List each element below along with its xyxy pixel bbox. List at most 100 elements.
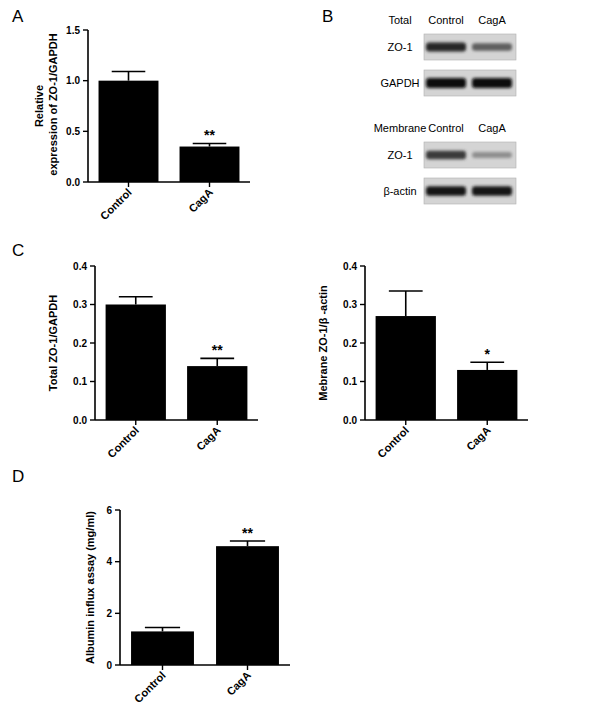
error-line bbox=[405, 291, 407, 316]
y-axis bbox=[87, 30, 89, 182]
blot-section-title: Membrane bbox=[374, 122, 427, 134]
blot-row-label: β-actin bbox=[383, 185, 416, 197]
x-tick-label: Control bbox=[105, 424, 141, 460]
y-tick bbox=[360, 342, 365, 343]
y-tick bbox=[360, 419, 365, 420]
blot-section-title: Total bbox=[388, 14, 411, 26]
significance: ** bbox=[242, 525, 253, 541]
blot-column-label: Control bbox=[428, 122, 463, 134]
panel-label: C bbox=[12, 241, 24, 260]
y-tick-label: 0 bbox=[106, 660, 112, 671]
error-bar bbox=[145, 628, 180, 632]
y-tick-label: 2 bbox=[106, 608, 112, 619]
y-tick-label: 0.4 bbox=[73, 261, 87, 272]
bar bbox=[99, 81, 159, 182]
bar-chart: *0.00.10.20.30.4ControlCagAMebrane ZO-1/… bbox=[317, 261, 528, 461]
blot-band bbox=[472, 186, 512, 196]
y-tick-label: 0.2 bbox=[73, 338, 87, 349]
bar bbox=[131, 631, 194, 665]
y-tick bbox=[90, 265, 95, 266]
error-line bbox=[486, 362, 488, 370]
significance: ** bbox=[212, 342, 223, 358]
x-tick bbox=[209, 182, 210, 187]
error-line bbox=[216, 358, 218, 366]
blot-row-label: ZO-1 bbox=[387, 149, 412, 161]
bar bbox=[216, 546, 279, 665]
error-bar bbox=[200, 358, 234, 366]
error-bar bbox=[119, 297, 153, 305]
bar bbox=[106, 305, 166, 421]
y-tick-label: 1.5 bbox=[66, 25, 80, 36]
blot-row-label: ZO-1 bbox=[387, 41, 412, 53]
blot-column-label: Control bbox=[428, 14, 463, 26]
error-bar bbox=[470, 362, 504, 370]
error-cap bbox=[119, 296, 153, 298]
x-tick-label: CagA bbox=[464, 424, 493, 453]
y-axis-label: Mebrane ZO-1/β -actin bbox=[317, 285, 329, 401]
y-tick-label: 0.0 bbox=[73, 415, 87, 426]
y-tick-label: 0.2 bbox=[343, 338, 357, 349]
y-tick bbox=[90, 342, 95, 343]
y-tick bbox=[83, 181, 88, 182]
y-tick bbox=[90, 304, 95, 305]
y-tick bbox=[83, 80, 88, 81]
y-tick-label: 0.0 bbox=[343, 415, 357, 426]
error-line bbox=[128, 72, 130, 81]
y-tick-label: 6 bbox=[106, 505, 112, 516]
blot-row-label: GAPDH bbox=[380, 77, 419, 89]
y-tick bbox=[83, 29, 88, 30]
marks bbox=[131, 541, 279, 665]
y-tick bbox=[115, 613, 120, 614]
blot-membrane bbox=[424, 34, 516, 60]
panel-label: D bbox=[12, 467, 24, 486]
y-axis-label: Relative expression of ZO-1/GAPDH bbox=[33, 33, 59, 179]
x-axis bbox=[95, 419, 258, 421]
y-tick bbox=[90, 381, 95, 382]
x-tick-label: CagA bbox=[186, 186, 215, 215]
y-tick bbox=[360, 265, 365, 266]
blot-membrane bbox=[424, 178, 516, 204]
x-tick-label: Control bbox=[375, 424, 411, 460]
y-tick-label: 0.1 bbox=[343, 376, 357, 387]
marks bbox=[376, 291, 518, 420]
blot-column-label: CagA bbox=[478, 122, 506, 134]
error-bar bbox=[112, 72, 146, 81]
y-tick-label: 0.3 bbox=[73, 299, 87, 310]
blot-band bbox=[472, 78, 512, 88]
y-label-line: expression of ZO-1/GAPDH bbox=[47, 33, 59, 179]
x-axis bbox=[365, 419, 528, 421]
y-label-line: Relative bbox=[33, 85, 45, 127]
bar-chart: **0.00.10.20.30.4ControlCagATotal ZO-1/G… bbox=[47, 261, 258, 461]
bar bbox=[180, 147, 240, 182]
blot-band bbox=[426, 151, 466, 160]
x-tick bbox=[217, 420, 218, 425]
y-tick bbox=[115, 561, 120, 562]
error-bar bbox=[389, 291, 423, 316]
y-tick-label: 0.4 bbox=[343, 261, 357, 272]
y-tick-label: 4 bbox=[106, 556, 112, 567]
error-bar bbox=[230, 541, 265, 546]
blot-band bbox=[426, 42, 466, 51]
error-cap bbox=[389, 290, 423, 292]
error-cap bbox=[145, 627, 180, 629]
error-line bbox=[135, 297, 137, 305]
x-axis bbox=[88, 181, 250, 183]
y-axis bbox=[119, 510, 121, 665]
bar-chart: **0.00.51.01.5ControlCagARelative expres… bbox=[33, 25, 250, 223]
marks bbox=[106, 297, 248, 420]
bar bbox=[376, 316, 436, 420]
blot-column-label: CagA bbox=[478, 14, 506, 26]
y-tick bbox=[115, 509, 120, 510]
x-tick bbox=[135, 420, 136, 425]
x-tick bbox=[128, 182, 129, 187]
western-blot: TotalControlCagAZO-1GAPDHMembraneControl… bbox=[374, 14, 516, 204]
y-tick-label: 1.0 bbox=[66, 75, 80, 86]
y-tick bbox=[360, 381, 365, 382]
y-tick bbox=[360, 304, 365, 305]
x-axis bbox=[120, 664, 290, 666]
y-tick-label: 0.3 bbox=[343, 299, 357, 310]
y-tick-label: 0.1 bbox=[73, 376, 87, 387]
y-tick bbox=[83, 131, 88, 132]
x-tick bbox=[487, 420, 488, 425]
x-tick-label: Control bbox=[98, 186, 134, 222]
